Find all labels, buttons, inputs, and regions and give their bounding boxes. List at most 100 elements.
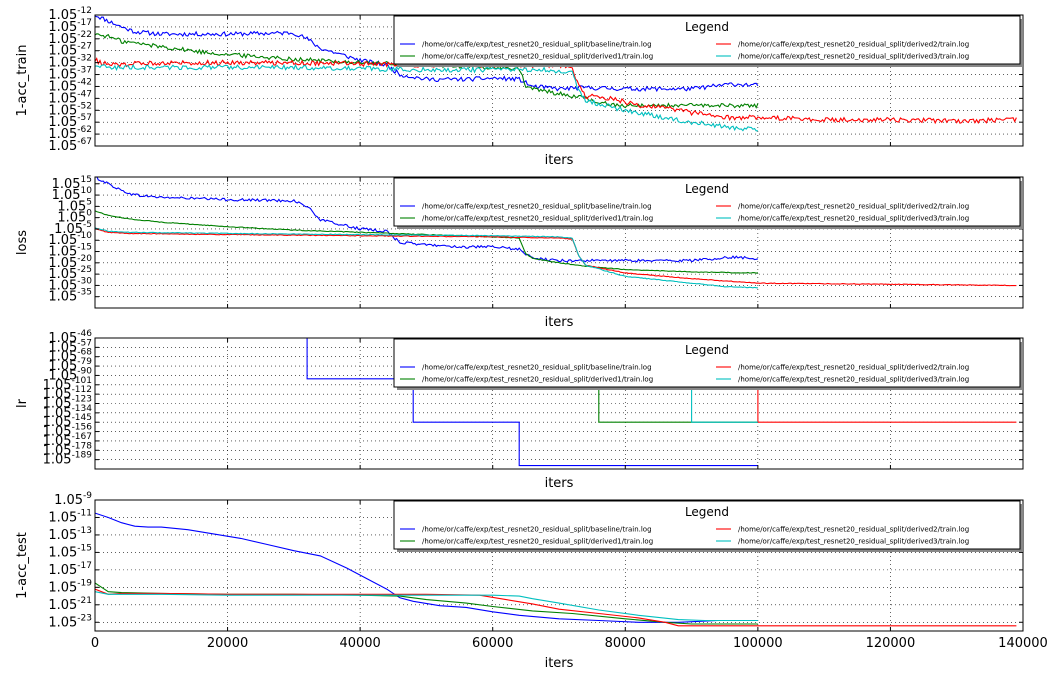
- series-line-2: [95, 582, 758, 625]
- y-tick-label: 1.05-123: [43, 395, 92, 412]
- y-tick-label: 1.05-35: [48, 288, 92, 305]
- x-axis-label: iters: [545, 476, 574, 491]
- y-tick-label: 1.05-52: [48, 101, 92, 118]
- legend-entry-label: /home/or/caffe/exp/test_resnet20_residua…: [422, 538, 653, 546]
- series-line-1: [95, 512, 758, 623]
- chart-panel-4: 0 20000 40000 60000 80000 100000 120000 140000 1…: [15, 491, 1048, 671]
- y-tick-label: 1.055: [57, 197, 92, 214]
- y-tick-label: 1.05-145: [43, 413, 92, 430]
- y-tick-label: 1.05-15: [48, 543, 92, 560]
- legend: Legend/home/or/caffe/exp/test_resnet20_r…: [393, 15, 1023, 67]
- legend-entry-label: /home/or/caffe/exp/test_resnet20_residua…: [422, 203, 652, 211]
- legend-title: Legend: [685, 20, 729, 34]
- legend-entry-label: /home/or/caffe/exp/test_resnet20_residua…: [738, 203, 969, 211]
- series-line-4: [95, 227, 758, 289]
- x-axis-label: iters: [545, 315, 574, 330]
- axes-frame: [94, 176, 1024, 309]
- y-tick-label: 1.05-90: [48, 366, 92, 383]
- legend-box: [393, 177, 1021, 227]
- series-line-3: [95, 228, 1017, 287]
- y-axis-label: lr: [15, 398, 30, 408]
- legend-entry-label: /home/or/caffe/exp/test_resnet20_residua…: [738, 376, 969, 384]
- y-tick-label: 1.05-112: [43, 385, 92, 402]
- legend-box: [393, 338, 1021, 388]
- series-line-3: [95, 588, 1017, 627]
- legend-entry-label: /home/or/caffe/exp/test_resnet20_residua…: [422, 53, 653, 61]
- y-tick-label: 1.05-79: [48, 357, 92, 374]
- legend-entry-label: /home/or/caffe/exp/test_resnet20_residua…: [738, 53, 969, 61]
- y-tick-label: 1.05-27: [48, 42, 92, 59]
- y-tick-label: 1.05-13: [48, 526, 92, 543]
- y-tick-label: 1.05-42: [48, 77, 92, 94]
- y-tick-label: 1.05-25: [48, 265, 92, 282]
- legend-entry-label: /home/or/caffe/exp/test_resnet20_residua…: [422, 376, 653, 384]
- y-tick-label: 1.0510: [52, 186, 93, 203]
- chart-panel-1: 1.05-121.05-171.05-221.05-271.05-321.05-…: [15, 6, 1024, 168]
- y-tick-label: 1.05-17: [48, 561, 92, 578]
- series-line-1: [95, 177, 759, 263]
- y-tick-label: 1.05-178: [43, 441, 93, 458]
- axes-frame: [94, 14, 1024, 147]
- y-tick-label: 1.05-9: [54, 491, 92, 508]
- series-line-4: [95, 63, 758, 132]
- legend-entry-label: /home/or/caffe/exp/test_resnet20_residua…: [738, 364, 969, 372]
- y-tick-label: 1.05-23: [48, 613, 92, 630]
- legend-entry-label: /home/or/caffe/exp/test_resnet20_residua…: [738, 215, 969, 223]
- y-axis-label: loss: [15, 230, 30, 255]
- legend: Legend/home/or/caffe/exp/test_resnet20_r…: [393, 338, 1023, 390]
- y-tick-label: 1.05-21: [48, 596, 92, 613]
- y-tick-label: 1.05-62: [48, 125, 92, 142]
- y-tick-label: 1.05-37: [48, 66, 92, 83]
- legend-entry-label: /home/or/caffe/exp/test_resnet20_residua…: [738, 41, 969, 49]
- x-tick-label: 80000: [605, 636, 646, 651]
- y-tick-label: 1.05-46: [48, 329, 92, 346]
- chart-panel-2: 1.05151.05101.0551.0501.05-51.05-101.05-…: [15, 175, 1024, 330]
- legend-entry-label: /home/or/caffe/exp/test_resnet20_residua…: [738, 526, 969, 534]
- y-tick-label: 1.05-11: [48, 508, 92, 525]
- y-tick-label: 1.0515: [52, 175, 92, 192]
- legend-box: [393, 15, 1021, 65]
- y-tick-label: 1.05-5: [54, 220, 92, 237]
- x-tick-label: 140000: [998, 636, 1048, 651]
- y-tick-label: 1.05-57: [48, 113, 92, 130]
- legend-title: Legend: [685, 182, 729, 196]
- y-axis-label: 1-acc_train: [15, 45, 30, 117]
- series-group: [95, 512, 1017, 627]
- y-tick-label: 1.05-47: [48, 89, 92, 106]
- series-group: [95, 177, 1017, 289]
- y-axis-label: 1-acc_test: [15, 532, 30, 599]
- x-tick-label: 20000: [207, 636, 248, 651]
- legend-box: [393, 500, 1021, 550]
- y-tick-label: 1.05-19: [48, 578, 92, 595]
- y-tick-label: 1.05-10: [48, 231, 92, 248]
- x-tick-label: 120000: [866, 636, 916, 651]
- legend-entry-label: /home/or/caffe/exp/test_resnet20_residua…: [422, 364, 652, 372]
- y-tick-label: 1.05-32: [48, 54, 92, 71]
- y-tick-label: 1.05-189: [43, 451, 93, 468]
- series-line-1: [95, 338, 758, 467]
- legend: Legend/home/or/caffe/exp/test_resnet20_r…: [393, 177, 1023, 229]
- y-tick-label: 1.05-15: [48, 243, 92, 260]
- x-tick-label: 60000: [472, 636, 513, 651]
- x-axis-label: iters: [545, 153, 574, 168]
- legend-entry-label: /home/or/caffe/exp/test_resnet20_residua…: [422, 215, 653, 223]
- series-line-1: [95, 15, 759, 93]
- legend-title: Legend: [685, 343, 729, 357]
- y-tick-label: 1.05-57: [48, 338, 92, 355]
- x-tick-label: 40000: [339, 636, 380, 651]
- y-tick-label: 1.05-67: [48, 137, 92, 154]
- y-tick-label: 1.05-17: [48, 18, 92, 35]
- y-tick-label: 1.05-101: [43, 376, 92, 393]
- y-tick-label: 1.050: [57, 209, 92, 226]
- y-tick-label: 1.05-68: [48, 348, 92, 365]
- legend-entry-label: /home/or/caffe/exp/test_resnet20_residua…: [422, 41, 652, 49]
- legend-title: Legend: [685, 505, 729, 519]
- y-tick-label: 1.05-30: [48, 276, 92, 293]
- legend-entry-label: /home/or/caffe/exp/test_resnet20_residua…: [738, 538, 969, 546]
- y-tick-label: 1.05-12: [48, 6, 92, 23]
- x-axis-label: iters: [545, 656, 574, 671]
- legend: Legend/home/or/caffe/exp/test_resnet20_r…: [393, 500, 1023, 552]
- axes-frame: [94, 499, 1024, 632]
- y-tick-label: 1.05-167: [43, 432, 92, 449]
